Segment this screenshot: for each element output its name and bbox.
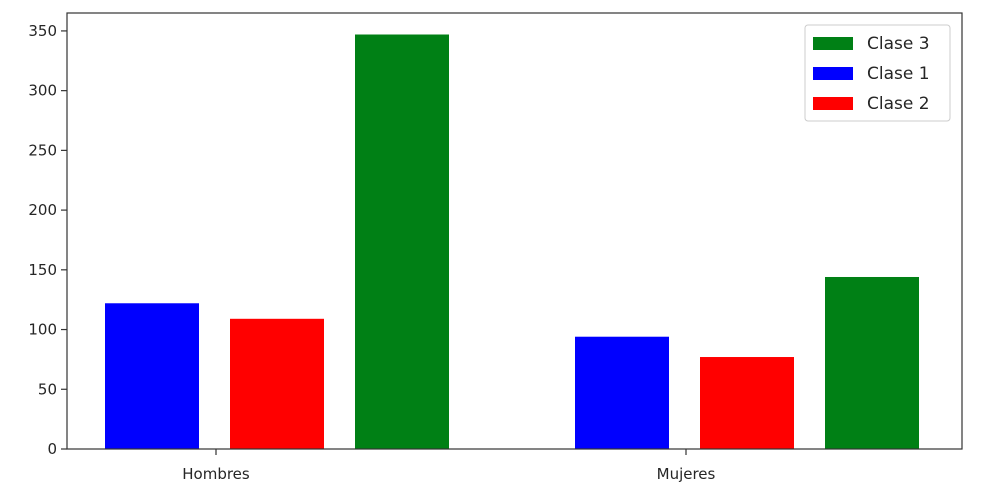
x-axis: Hombres Mujeres: [182, 449, 716, 483]
y-tick-label: 100: [28, 321, 57, 339]
legend-label: Clase 3: [867, 34, 930, 54]
legend: Clase 3 Clase 1 Clase 2: [804, 24, 951, 122]
legend-label: Clase 2: [867, 94, 930, 114]
bar: [355, 34, 449, 449]
y-tick-label: 200: [28, 201, 57, 219]
legend-swatch: [813, 37, 853, 50]
x-tick-label: Hombres: [182, 465, 250, 483]
y-tick-label: 350: [28, 22, 57, 40]
bar: [105, 303, 199, 449]
y-tick-label: 300: [28, 82, 57, 100]
legend-swatch: [813, 67, 853, 80]
plot-frame: [66, 12, 963, 450]
y-tick-label: 50: [38, 380, 57, 398]
bar: [575, 336, 669, 449]
bars-layer: [105, 34, 919, 449]
x-tick-label: Mujeres: [657, 465, 716, 483]
y-tick-label: 0: [47, 440, 57, 458]
bar: [230, 318, 324, 449]
bar: [700, 357, 794, 449]
bar: [825, 276, 919, 449]
y-tick-label: 250: [28, 141, 57, 159]
y-axis: 0 50 100 150 200 250 300 350: [28, 22, 67, 458]
y-tick-label: 150: [28, 261, 57, 279]
legend-label: Clase 1: [867, 64, 930, 84]
legend-swatch: [813, 97, 853, 110]
